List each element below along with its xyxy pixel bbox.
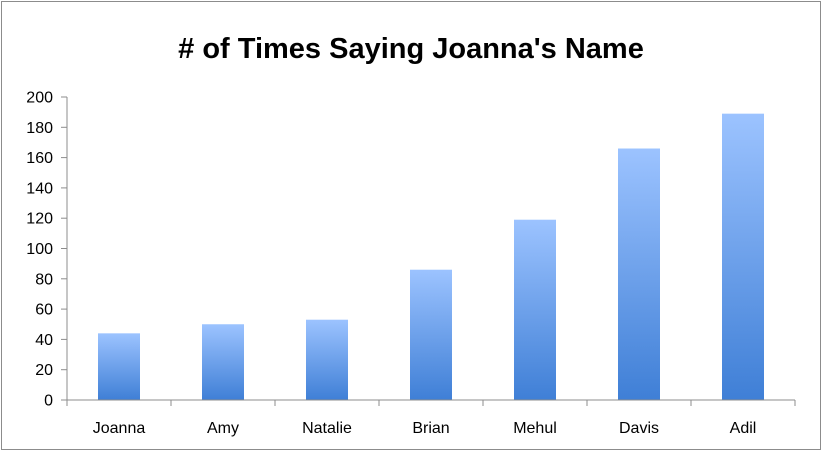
y-tick-label: 100 (26, 241, 53, 258)
y-axis: 0 20 40 60 80 100 120 140 160 180 200 (26, 90, 67, 410)
bar-mehul (514, 219, 556, 400)
bar-joanna (98, 333, 140, 400)
y-tick-label: 20 (35, 362, 53, 379)
x-category-label: Davis (619, 420, 659, 437)
x-category-label: Mehul (513, 420, 557, 437)
chart-title: # of Times Saying Joanna's Name (178, 33, 644, 65)
x-category-label: Brian (412, 420, 449, 437)
y-tick-label: 140 (26, 180, 53, 197)
y-tick-label: 180 (26, 120, 53, 137)
y-tick-label: 40 (35, 332, 53, 349)
y-tick-label: 60 (35, 302, 53, 319)
y-tick-label: 0 (44, 393, 53, 410)
x-category-label: Natalie (302, 420, 352, 437)
bars (98, 113, 764, 400)
y-tick-label: 160 (26, 150, 53, 167)
bar-davis (618, 148, 660, 400)
y-tick-label: 120 (26, 211, 53, 228)
x-category-label: Amy (207, 420, 239, 437)
bar-amy (202, 324, 244, 400)
y-tick-label: 80 (35, 271, 53, 288)
bar-natalie (306, 319, 348, 400)
bar-brian (410, 269, 452, 400)
bar-adil (722, 113, 764, 400)
x-axis: Joanna Amy Natalie Brian Mehul Davis Adil (66, 400, 796, 437)
x-category-label: Adil (730, 420, 757, 437)
y-tick-label: 200 (26, 90, 53, 107)
x-category-label: Joanna (93, 420, 146, 437)
